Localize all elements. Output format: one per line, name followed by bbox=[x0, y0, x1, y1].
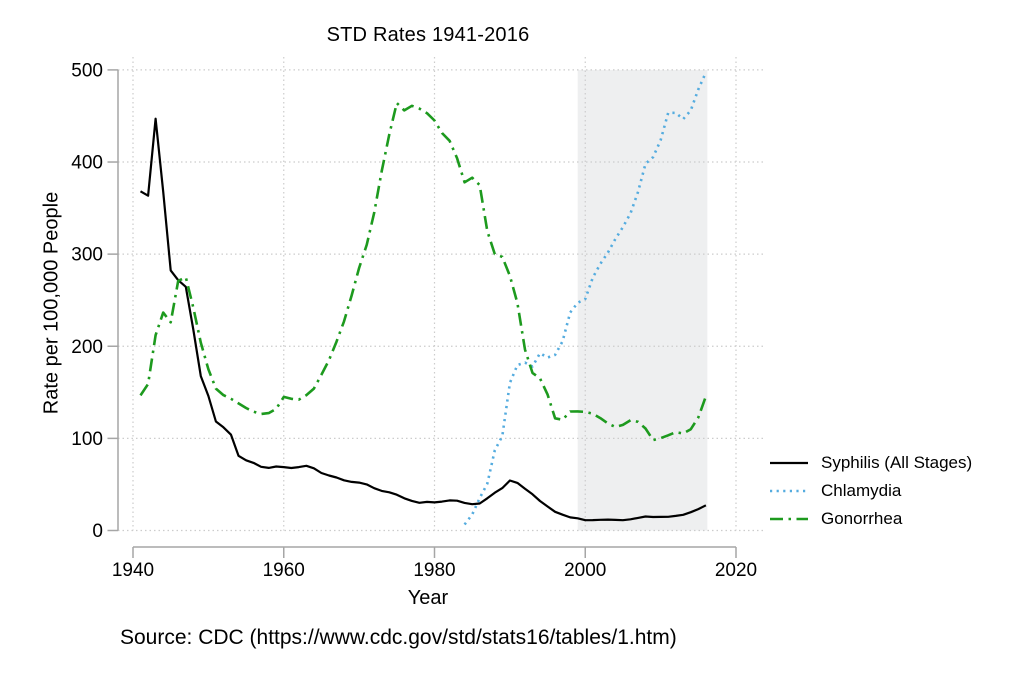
x-tick-label: 1960 bbox=[263, 560, 305, 581]
legend-label-chlamydia: Chlamydia bbox=[821, 481, 902, 500]
highlight-band-2000s bbox=[577, 69, 708, 531]
y-tick-label: 200 bbox=[71, 337, 103, 358]
x-axis-title: Year bbox=[407, 587, 449, 609]
chlamydia-series-line bbox=[463, 71, 708, 526]
y-tick-label: 500 bbox=[71, 60, 103, 81]
syphilis-line-swatch bbox=[770, 461, 808, 465]
chlamydia-line-swatch bbox=[770, 489, 808, 493]
legend-item-chlamydia: Chlamydia bbox=[769, 477, 972, 505]
x-tick-label: 2020 bbox=[715, 560, 757, 581]
y-tick-label: 400 bbox=[71, 153, 103, 174]
gonorrhea-series-line bbox=[139, 101, 708, 442]
x-tick-label: 1980 bbox=[413, 560, 455, 581]
gonorrhea-line-swatch bbox=[770, 517, 808, 521]
y-tick-label: 300 bbox=[71, 245, 103, 266]
legend: Syphilis (All Stages) Chlamydia Gonorrhe… bbox=[769, 449, 972, 533]
y-tick-label: 100 bbox=[71, 429, 103, 450]
source-note: Source: CDC (https://www.cdc.gov/std/sta… bbox=[120, 626, 677, 649]
x-tick-label: 2000 bbox=[564, 560, 606, 581]
y-tick-label: 0 bbox=[92, 521, 103, 542]
y-axis-title: Rate per 100,000 People bbox=[40, 191, 63, 415]
legend-label-gonorrhea: Gonorrhea bbox=[821, 509, 903, 528]
chart-title: STD Rates 1941-2016 bbox=[326, 24, 530, 46]
legend-label-syphilis: Syphilis (All Stages) bbox=[821, 453, 973, 472]
x-tick-label: 1940 bbox=[112, 560, 154, 581]
legend-item-gonorrhea: Gonorrhea bbox=[769, 505, 972, 533]
legend-item-syphilis: Syphilis (All Stages) bbox=[769, 449, 972, 477]
syphilis-series-line bbox=[139, 117, 707, 522]
